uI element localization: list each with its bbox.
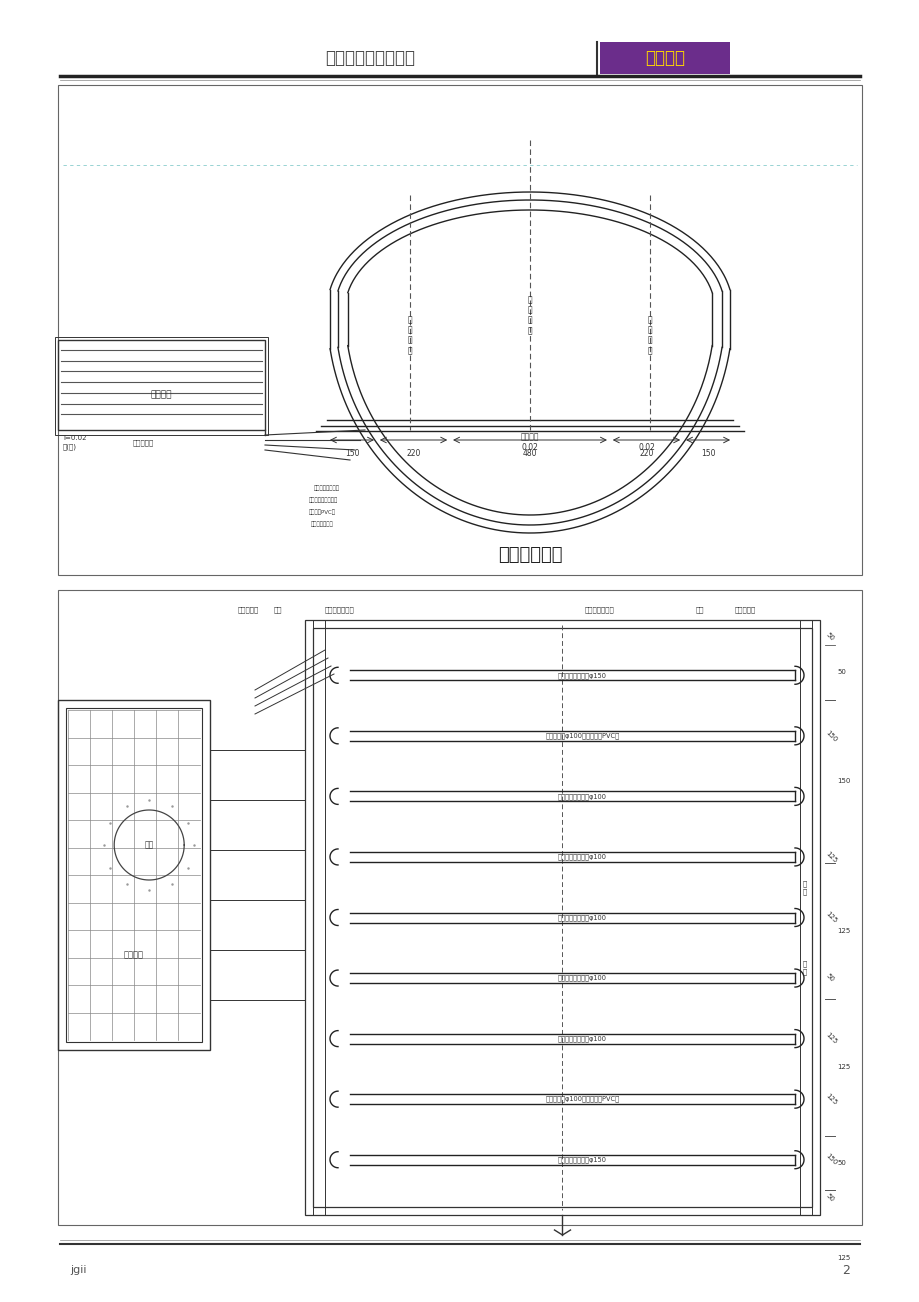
Text: 测室干道: 测室干道	[124, 950, 144, 960]
Text: 甲
线: 甲 线	[802, 880, 806, 894]
Text: 水沟: 水沟	[274, 607, 282, 613]
Text: 50: 50	[824, 631, 834, 642]
Text: 50: 50	[836, 1160, 845, 1165]
Text: 电力电缆过轨钢管φ150: 电力电缆过轨钢管φ150	[558, 1156, 607, 1163]
Bar	[312, 628, 811, 1207]
Text: 125: 125	[836, 1255, 849, 1262]
Text: 线
路
中
线: 线 路 中 线	[647, 315, 652, 355]
Bar	[58, 700, 210, 1049]
Bar	[305, 620, 819, 1215]
Text: 宽频过轨PVC管: 宽频过轨PVC管	[309, 509, 335, 516]
Text: 信号电缆过轨钢管φ100: 信号电缆过轨钢管φ100	[558, 854, 607, 861]
Text: 150: 150	[824, 729, 838, 742]
Text: 50: 50	[824, 973, 834, 983]
Text: 仅供参考: 仅供参考	[644, 49, 685, 66]
Text: 乙
线: 乙 线	[802, 961, 806, 975]
Text: 150: 150	[345, 449, 358, 458]
Text: 信号电缆过轨钢管φ100: 信号电缆过轨钢管φ100	[558, 914, 607, 921]
Text: 坡(坡): 坡(坡)	[62, 443, 77, 449]
Bar	[55, 337, 267, 435]
Text: 480: 480	[522, 449, 537, 458]
Text: 综合客车电缆槽: 综合客车电缆槽	[584, 607, 614, 613]
Text: 0.02: 0.02	[638, 443, 654, 452]
Text: 通信电缆过轨钢管φ100: 通信电缆过轨钢管φ100	[558, 1035, 607, 1042]
Text: 电力电缆过轨钢管: 电力电缆过轨钢管	[313, 486, 340, 491]
Text: 电力电缆槽: 电力电缆槽	[237, 607, 258, 613]
Text: 信号电缆过轨钢管φ100: 信号电缆过轨钢管φ100	[558, 975, 607, 982]
Text: 电力电缆槽: 电力电缆槽	[733, 607, 754, 613]
Text: 50: 50	[836, 669, 845, 676]
Bar	[58, 340, 265, 430]
Bar	[599, 42, 729, 74]
Text: 信号过轨钢管管: 信号过轨钢管管	[311, 521, 334, 527]
Text: 125: 125	[836, 928, 849, 934]
Text: i=0.02: i=0.02	[62, 435, 86, 441]
Text: 150: 150	[836, 779, 849, 784]
Text: 2: 2	[841, 1263, 849, 1276]
Text: 页眉页脚可一键删除: 页眉页脚可一键删除	[324, 49, 414, 66]
Text: 125: 125	[824, 910, 838, 924]
Text: 150: 150	[700, 449, 714, 458]
Text: 220: 220	[406, 449, 420, 458]
Text: 铁轨顶面: 铁轨顶面	[520, 432, 539, 441]
Text: 50: 50	[824, 1193, 834, 1203]
Text: 通信电缆过轨钢管管: 通信电缆过轨钢管管	[309, 497, 337, 503]
Text: 125: 125	[836, 1064, 849, 1070]
Bar	[58, 85, 861, 575]
Text: 余天电缆架: 余天电缆架	[133, 439, 154, 445]
Text: 坑道: 坑道	[144, 841, 153, 849]
Text: 水沟: 水沟	[695, 607, 703, 613]
Text: 220: 220	[639, 449, 653, 458]
Text: 通信电缆过轨钢管φ100: 通信电缆过轨钢管φ100	[558, 793, 607, 799]
Text: 综合用室: 综合用室	[151, 391, 172, 400]
Text: 接触网过轨φ100钢筋混凝土PVC管: 接触网过轨φ100钢筋混凝土PVC管	[545, 733, 618, 740]
Text: 125: 125	[824, 1031, 838, 1046]
Text: 125: 125	[824, 850, 838, 863]
Text: jgii: jgii	[70, 1266, 86, 1275]
Bar	[58, 590, 861, 1225]
Text: 0.02: 0.02	[521, 443, 538, 452]
Text: 150: 150	[824, 1152, 838, 1167]
Text: 125: 125	[824, 1092, 838, 1105]
Text: 隧
道
中
线: 隧 道 中 线	[528, 294, 532, 335]
Text: 接触网过轨φ100承压混凝土PVC管: 接触网过轨φ100承压混凝土PVC管	[545, 1096, 618, 1103]
Text: 线
路
中
线: 线 路 中 线	[407, 315, 412, 355]
Text: 综合信号电缆槽: 综合信号电缆槽	[324, 607, 355, 613]
Text: 电力电缆过轨钢管φ150: 电力电缆过轨钢管φ150	[558, 672, 607, 678]
Text: 过轨管正面图: 过轨管正面图	[497, 546, 562, 564]
Bar	[66, 708, 202, 1042]
